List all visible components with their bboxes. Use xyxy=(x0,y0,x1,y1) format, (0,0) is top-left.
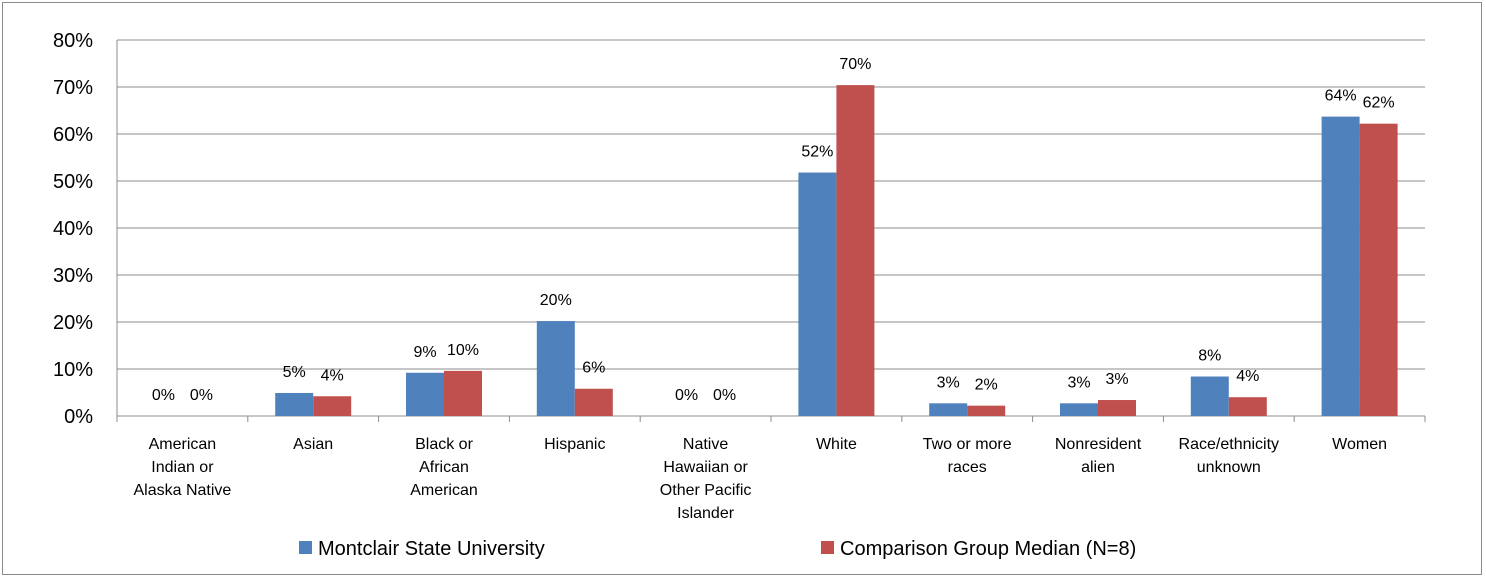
data-label: 3% xyxy=(937,374,960,391)
bar-montclair xyxy=(1321,116,1360,417)
x-tick-label: White xyxy=(816,436,857,453)
y-tick-label: 80% xyxy=(53,30,93,52)
data-label: 0% xyxy=(190,387,213,404)
bar-montclair xyxy=(536,321,575,416)
x-tick-label: Asian xyxy=(293,436,333,453)
legend-swatch-comparison xyxy=(821,541,834,554)
legend-swatch-montclair xyxy=(299,541,312,554)
data-label: 4% xyxy=(1236,368,1259,385)
x-tick-label: Nonresident alien xyxy=(1055,436,1142,476)
data-label: 0% xyxy=(713,387,736,404)
bars xyxy=(275,85,1398,417)
data-label: 5% xyxy=(283,364,306,381)
bar-comparison xyxy=(836,85,875,417)
data-label: 2% xyxy=(975,377,998,394)
data-labels: 0% 5% 9% 20% 0% 52% 3% 3% 8% 64% 0% 4% 10% 6% 0% 70% 2% 3… xyxy=(152,56,1395,404)
bar-comparison xyxy=(574,388,613,416)
legend: Montclair State University Comparison Gr… xyxy=(299,538,1136,560)
x-tick-label: Native Hawaiian or Other Pacific Islander xyxy=(660,436,752,522)
bar-comparison xyxy=(444,370,482,416)
legend-label-comparison: Comparison Group Median (N=8) xyxy=(840,538,1136,560)
data-label: 20% xyxy=(540,292,572,309)
y-tick-label: 70% xyxy=(53,77,93,99)
bar-comparison xyxy=(1098,400,1136,416)
bar-comparison xyxy=(313,396,352,416)
bar-comparison xyxy=(1359,123,1398,416)
legend-label-montclair: Montclair State University xyxy=(318,538,545,560)
bar-comparison xyxy=(1228,397,1267,416)
data-label: 70% xyxy=(839,56,871,73)
y-tick-label: 20% xyxy=(53,312,93,334)
x-tick-label: Hispanic xyxy=(544,436,605,453)
data-label: 64% xyxy=(1325,88,1357,105)
bar-montclair xyxy=(1060,403,1098,416)
y-tick-label: 10% xyxy=(53,359,93,381)
x-tick-label: Black or African American xyxy=(410,436,478,499)
axes xyxy=(116,40,1426,422)
data-label: 3% xyxy=(1105,371,1128,388)
bar-montclair xyxy=(798,172,837,416)
x-tick-labels: American Indian or Alaska Native Asian Black… xyxy=(133,436,1387,522)
bar-montclair xyxy=(275,392,314,416)
x-tick-label: Women xyxy=(1332,436,1387,453)
data-label: 4% xyxy=(321,367,344,384)
x-tick-label: Race/ethnicity unknown xyxy=(1179,436,1280,476)
gridlines xyxy=(117,39,1425,370)
bar-montclair xyxy=(1190,376,1229,416)
data-label: 0% xyxy=(675,387,698,404)
y-tick-label: 40% xyxy=(53,218,93,240)
data-label: 62% xyxy=(1363,95,1395,112)
data-label: 6% xyxy=(582,360,605,377)
bar-montclair xyxy=(929,403,968,416)
data-label: 8% xyxy=(1198,348,1221,365)
y-tick-label: 30% xyxy=(53,265,93,287)
x-tick-label: Two or more races xyxy=(923,436,1012,476)
y-tick-label: 60% xyxy=(53,124,93,146)
data-label: 52% xyxy=(801,144,833,161)
y-tick-labels: 0% 10% 20% 30% 40% 50% 60% 70% 80% xyxy=(53,30,93,428)
data-label: 3% xyxy=(1067,374,1090,391)
bar-montclair xyxy=(406,372,444,416)
y-tick-label: 0% xyxy=(64,406,93,428)
bar-comparison xyxy=(967,405,1006,416)
x-tick-label: American Indian or Alaska Native xyxy=(133,436,231,499)
data-label: 9% xyxy=(413,344,436,361)
data-label: 10% xyxy=(447,342,479,359)
y-tick-label: 50% xyxy=(53,171,93,193)
data-label: 0% xyxy=(152,387,175,404)
